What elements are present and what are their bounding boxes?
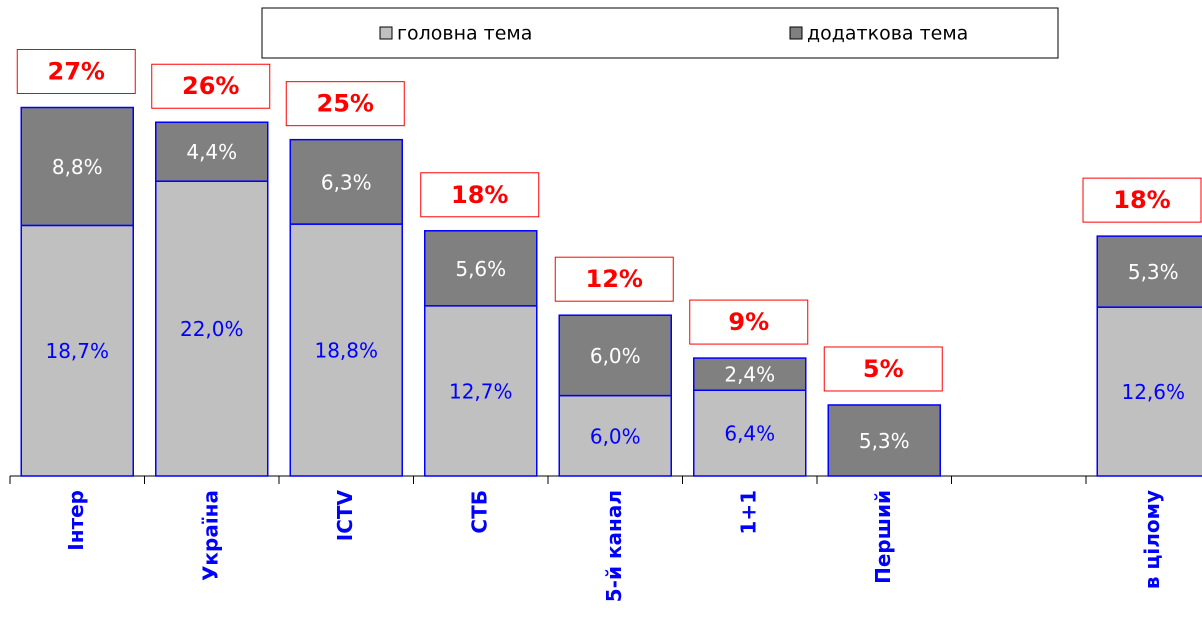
total-box [689,299,809,345]
data-label: 5,6% [455,257,506,281]
bar-segment [155,180,269,477]
total-box [420,172,540,218]
data-label: 5,3% [859,429,910,453]
legend-box [261,7,1059,59]
bar-segment [289,223,403,477]
total-label: 9% [728,308,769,336]
x-tick-label: 5-й канал [602,490,626,602]
data-label: 22,0% [180,317,244,341]
data-label: 18,7% [45,339,109,363]
x-tick-label: 1+1 [736,490,760,535]
total-label: 5% [863,355,904,383]
bar-segment [558,314,672,397]
total-box [16,49,136,94]
bar-segment [424,305,538,477]
x-tick-label: Перший [871,490,895,584]
total-box [823,346,943,392]
legend-label: додаткова тема [807,23,968,45]
data-label: 18,8% [314,339,378,363]
x-tick-label: Інтер [64,490,88,551]
total-label: 18% [451,181,508,209]
bar-segment [827,404,941,477]
data-label: 6,4% [724,422,775,446]
total-box [285,81,405,127]
x-tick-label: Україна [198,490,222,581]
bar-segment [155,121,269,182]
x-tick-label: в цілому [1140,490,1164,589]
bar-segment [20,224,134,477]
bar-segment [693,357,807,391]
legend-label: головна тема [397,23,532,45]
bar-segment [1096,235,1202,308]
total-box [554,256,674,302]
bar-segment [693,389,807,477]
total-label: 25% [317,90,374,118]
data-label: 12,6% [1121,380,1185,404]
x-tick-label: СТБ [467,490,491,534]
data-label: 8,8% [52,155,103,179]
data-label: 2,4% [724,363,775,387]
total-label: 26% [182,72,239,100]
bar-segment [424,230,538,307]
total-label: 27% [48,58,105,86]
legend-swatch [789,26,803,40]
bar-segment [289,138,403,225]
legend-swatch [379,26,393,40]
data-label: 5,3% [1128,260,1179,284]
total-label: 12% [586,265,643,293]
data-label: 4,4% [186,140,237,164]
total-label: 18% [1113,186,1170,214]
total-box [1082,177,1202,223]
data-label: 12,7% [449,379,513,403]
bar-segment [20,106,134,227]
x-tick-label: ICTV [333,489,357,541]
data-label: 6,0% [590,424,641,448]
data-label: 6,3% [321,170,372,194]
data-label: 6,0% [590,344,641,368]
total-box [151,63,271,109]
